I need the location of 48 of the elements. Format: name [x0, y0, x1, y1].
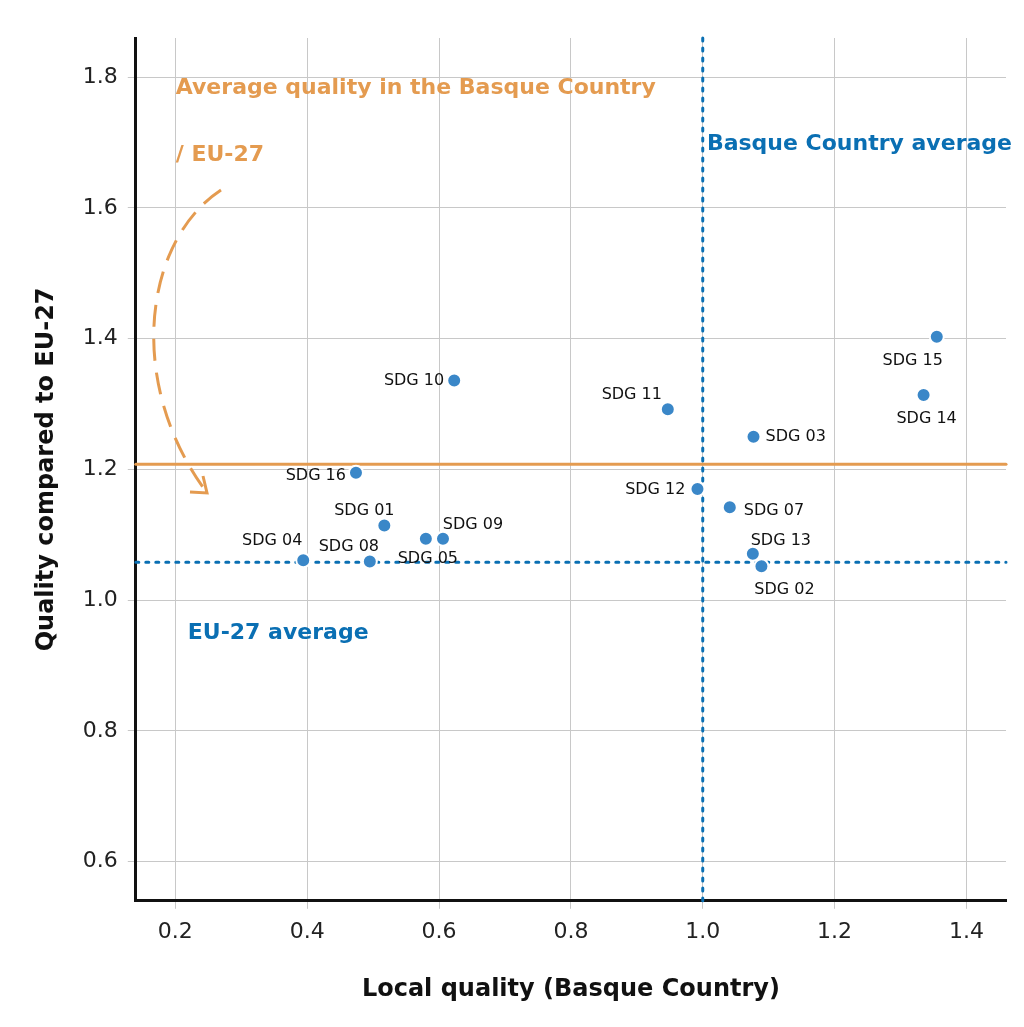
- y-tick-label: 1.8: [82, 62, 118, 88]
- y-tick-label: 0.6: [82, 847, 118, 873]
- data-label: SDG 10: [383, 369, 445, 389]
- point: [347, 464, 364, 481]
- data-label: SDG 16: [285, 464, 346, 484]
- y-tick-label: 0.8: [82, 716, 118, 742]
- text: Average quality in the Basque Country / EU-27: [175, 73, 656, 166]
- y-tick-label: 1.2: [82, 455, 118, 481]
- data-label: SDG 01: [334, 499, 395, 519]
- data-label: SDG 05: [397, 547, 459, 567]
- point: [721, 499, 738, 516]
- point: [745, 428, 762, 445]
- point: [361, 553, 378, 570]
- y-tick-label: 1.0: [82, 585, 118, 611]
- ref-line-label: Basque Country average: [706, 129, 1012, 155]
- point: [446, 372, 463, 389]
- point: [295, 552, 312, 569]
- data-label: SDG 12: [625, 479, 686, 499]
- x-tick-label: 0.6: [421, 917, 457, 943]
- y-axis-title: Quality compared to EU-27: [30, 287, 59, 652]
- data-label: SDG 02: [754, 579, 815, 599]
- point: [417, 530, 434, 547]
- x-tick-label: 1.4: [948, 917, 984, 943]
- data-label: SDG 07: [743, 500, 805, 520]
- ref-line-label: EU-27 average: [187, 618, 369, 644]
- data-label: SDG 11: [601, 384, 662, 404]
- data-label: SDG 08: [318, 535, 379, 555]
- data-label: SDG 15: [882, 349, 943, 369]
- point: [744, 545, 761, 562]
- point: [376, 517, 393, 534]
- point: [435, 530, 451, 547]
- y-tick-label: 1.6: [82, 193, 118, 219]
- x-tick-label: 0.4: [289, 917, 325, 943]
- x-tick-label: 0.2: [157, 917, 193, 943]
- data-label: SDG 03: [765, 425, 826, 445]
- data-label: SDG 14: [896, 408, 957, 428]
- point: [753, 558, 770, 575]
- x-axis-title: Local quality (Basque Country): [361, 973, 780, 1002]
- point: [689, 481, 706, 498]
- x-tick-label: 1.2: [817, 917, 853, 943]
- x-tick-label: 0.8: [553, 917, 589, 943]
- point: [659, 401, 676, 418]
- data-label: SDG 09: [442, 513, 504, 533]
- point: [928, 328, 945, 345]
- data-label: SDG 04: [242, 530, 303, 550]
- y-tick-label: 1.4: [82, 324, 118, 350]
- data-label: SDG 13: [750, 529, 812, 549]
- x-tick-label: 1.0: [685, 917, 721, 943]
